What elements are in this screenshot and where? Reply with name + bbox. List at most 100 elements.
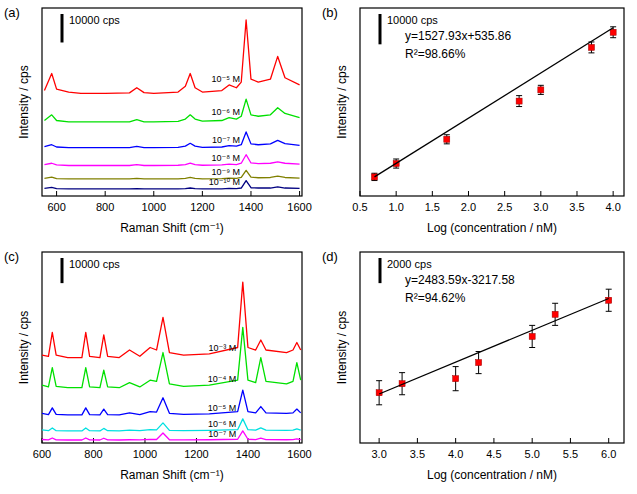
x-tick — [468, 191, 469, 196]
error-cap — [371, 180, 377, 181]
error-bar — [538, 85, 544, 94]
x-tick — [417, 438, 418, 443]
spectrum-line — [42, 327, 301, 387]
x-tick — [532, 438, 533, 443]
error-cap — [393, 168, 399, 169]
y-axis-label: Intensity / cps — [17, 311, 31, 384]
spectrum-line — [44, 20, 299, 93]
error-bar — [444, 135, 450, 144]
series-label: 10⁻⁵ M — [212, 74, 241, 84]
data-point — [538, 87, 544, 93]
x-tick — [196, 438, 197, 443]
x-tick-label: 4.0 — [606, 201, 621, 213]
annotation: R²=98.66% — [405, 47, 466, 61]
error-bar — [371, 173, 377, 180]
data-point — [610, 29, 616, 35]
x-tick-label: 800 — [84, 448, 102, 460]
plot-frame — [42, 8, 302, 196]
error-cap — [538, 94, 544, 95]
y-axis-label: Intensity / cps — [17, 65, 31, 138]
data-point — [529, 333, 535, 339]
x-tick — [576, 191, 577, 196]
x-tick-label: 5.5 — [563, 448, 578, 460]
x-tick — [608, 438, 609, 443]
x-tick-label: 2.5 — [497, 201, 512, 213]
spectrum-line — [42, 431, 301, 440]
error-cap — [610, 37, 616, 38]
x-tick — [613, 191, 614, 196]
scale-bar-label: 10000 cps — [69, 258, 120, 270]
x-tick-label: 3.0 — [371, 448, 386, 460]
x-tick — [144, 438, 145, 443]
y-axis-label: Intensity / cps — [335, 311, 349, 384]
x-axis-label: Log (concentration / nM) — [427, 221, 557, 235]
error-cap — [529, 347, 535, 348]
x-tick-label: 1.0 — [389, 201, 404, 213]
x-tick-label: 1.5 — [425, 201, 440, 213]
error-cap — [453, 366, 459, 367]
x-tick-label: 1200 — [184, 448, 208, 460]
error-bar — [476, 352, 482, 374]
panel-label: (c) — [4, 249, 19, 264]
error-cap — [444, 134, 450, 135]
error-bar — [516, 96, 522, 107]
x-axis-label: Log (concentration / nM) — [427, 468, 557, 482]
x-tick — [455, 438, 456, 443]
x-tick — [540, 191, 541, 196]
error-cap — [538, 85, 544, 86]
error-cap — [399, 372, 405, 373]
error-cap — [393, 159, 399, 160]
y-axis-label: Intensity / cps — [335, 65, 349, 138]
x-tick-label: 600 — [47, 201, 65, 213]
error-cap — [606, 289, 612, 290]
annotation: y=2483.59x-3217.58 — [405, 273, 515, 287]
x-tick — [202, 191, 203, 196]
x-tick-label: 4.0 — [448, 448, 463, 460]
x-tick-label: 5.0 — [525, 448, 540, 460]
x-tick-label: 1000 — [133, 448, 157, 460]
plot-area — [376, 289, 612, 405]
data-point — [371, 174, 377, 180]
series-label: 10⁻⁸ M — [211, 153, 240, 163]
annotation: y=1527.93x+535.86 — [405, 29, 511, 43]
x-axis-label: Raman Shift (cm⁻¹) — [120, 221, 224, 235]
x-tick — [153, 191, 154, 196]
fit-line — [379, 298, 609, 394]
data-point — [516, 98, 522, 104]
plot-area — [371, 27, 616, 181]
data-point — [606, 297, 612, 303]
error-bar — [453, 367, 459, 391]
error-bar — [588, 42, 594, 53]
scale-bar — [61, 14, 64, 42]
x-tick-label: 1400 — [239, 201, 263, 213]
scale-bar — [61, 258, 64, 283]
error-cap — [399, 394, 405, 395]
x-tick — [299, 191, 300, 196]
series-label: 10⁻⁷ M — [212, 135, 240, 145]
error-cap — [610, 26, 616, 27]
x-tick — [432, 191, 433, 196]
x-tick-label: 1400 — [236, 448, 260, 460]
panel-label: (a) — [4, 5, 20, 20]
plot-area — [42, 282, 301, 440]
data-point — [476, 360, 482, 366]
x-tick — [105, 191, 106, 196]
x-tick-label: 3.5 — [569, 201, 584, 213]
spectrum-line — [42, 282, 301, 357]
x-tick — [396, 191, 397, 196]
error-cap — [606, 311, 612, 312]
error-cap — [588, 52, 594, 53]
plot-frame — [42, 252, 302, 443]
data-point — [444, 136, 450, 142]
x-tick-label: 1600 — [287, 201, 311, 213]
series-label: 10⁻¹⁰ M — [209, 177, 240, 187]
spectrum-line — [44, 99, 299, 122]
x-tick-label: 3.5 — [410, 448, 425, 460]
x-tick-label: 0.5 — [352, 201, 367, 213]
error-cap — [444, 143, 450, 144]
scale-bar-label: 10000 cps — [69, 14, 120, 26]
error-cap — [453, 390, 459, 391]
x-tick — [360, 191, 361, 196]
fit-line — [374, 28, 613, 177]
x-tick-label: 2.0 — [461, 201, 476, 213]
